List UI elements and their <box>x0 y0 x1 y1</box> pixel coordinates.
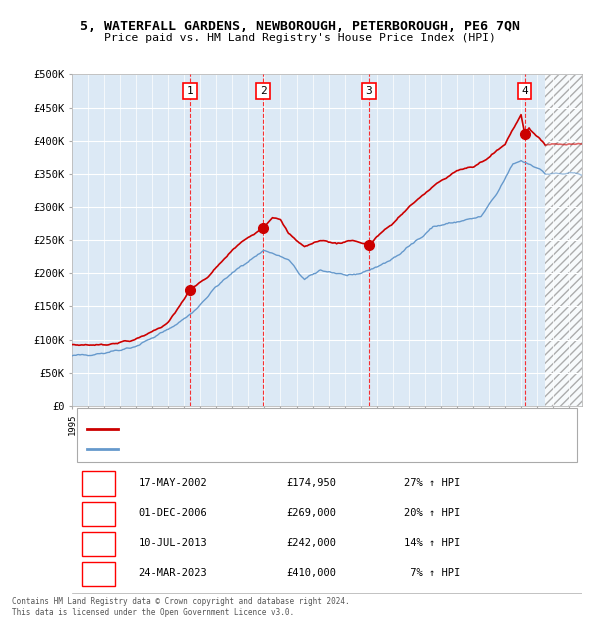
FancyBboxPatch shape <box>82 502 115 526</box>
FancyBboxPatch shape <box>82 471 115 495</box>
Text: 20% ↑ HPI: 20% ↑ HPI <box>404 508 460 518</box>
Text: 4: 4 <box>95 569 102 578</box>
Text: £410,000: £410,000 <box>286 569 336 578</box>
Text: HPI: Average price, detached house, City of Peterborough: HPI: Average price, detached house, City… <box>125 445 406 454</box>
Text: £242,000: £242,000 <box>286 538 336 548</box>
Text: £174,950: £174,950 <box>286 477 336 487</box>
Text: 2: 2 <box>95 508 102 518</box>
Bar <box>545 74 585 406</box>
Text: £269,000: £269,000 <box>286 508 336 518</box>
Text: Price paid vs. HM Land Registry's House Price Index (HPI): Price paid vs. HM Land Registry's House … <box>104 33 496 43</box>
Text: 1: 1 <box>187 86 194 96</box>
Text: 27% ↑ HPI: 27% ↑ HPI <box>404 477 460 487</box>
Text: 3: 3 <box>365 86 373 96</box>
Text: 5, WATERFALL GARDENS, NEWBOROUGH, PETERBOROUGH, PE6 7QN: 5, WATERFALL GARDENS, NEWBOROUGH, PETERB… <box>80 20 520 33</box>
Text: 14% ↑ HPI: 14% ↑ HPI <box>404 538 460 548</box>
FancyBboxPatch shape <box>82 562 115 587</box>
Text: 1: 1 <box>95 477 102 487</box>
Text: 7% ↑ HPI: 7% ↑ HPI <box>404 569 460 578</box>
Text: 2: 2 <box>260 86 266 96</box>
Text: Contains HM Land Registry data © Crown copyright and database right 2024.
This d: Contains HM Land Registry data © Crown c… <box>12 598 350 617</box>
Text: 4: 4 <box>521 86 528 96</box>
Text: 17-MAY-2002: 17-MAY-2002 <box>139 477 207 487</box>
Text: 10-JUL-2013: 10-JUL-2013 <box>139 538 207 548</box>
Text: 3: 3 <box>95 538 102 548</box>
FancyBboxPatch shape <box>77 408 577 463</box>
Text: 01-DEC-2006: 01-DEC-2006 <box>139 508 207 518</box>
Text: 5, WATERFALL GARDENS, NEWBOROUGH, PETERBOROUGH, PE6 7QN (detached house): 5, WATERFALL GARDENS, NEWBOROUGH, PETERB… <box>125 425 485 433</box>
FancyBboxPatch shape <box>82 532 115 556</box>
Text: 24-MAR-2023: 24-MAR-2023 <box>139 569 207 578</box>
